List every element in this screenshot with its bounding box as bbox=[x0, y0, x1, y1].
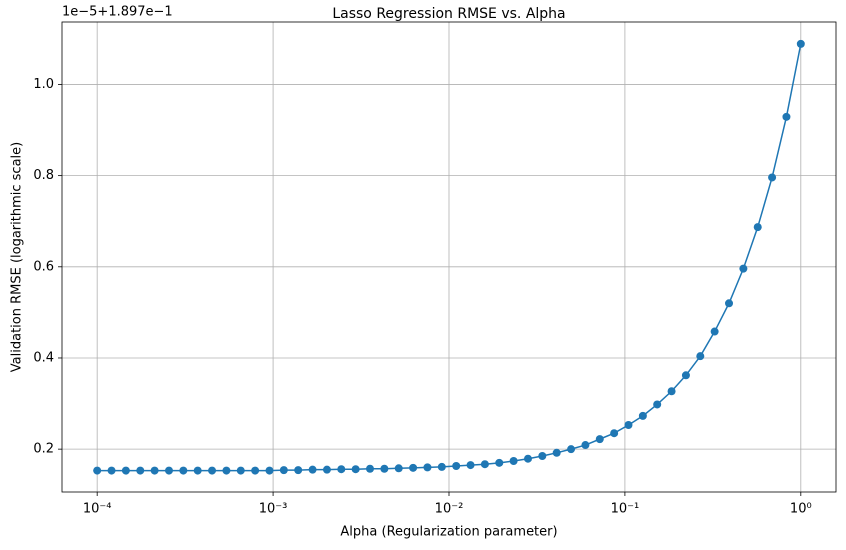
data-point bbox=[739, 264, 748, 273]
data-point bbox=[265, 466, 274, 475]
y-tick-label: 0.4 bbox=[33, 350, 54, 365]
y-tick-label: 1.0 bbox=[33, 77, 54, 92]
data-point bbox=[308, 465, 317, 474]
data-point bbox=[725, 299, 734, 308]
data-point bbox=[696, 352, 705, 361]
data-point bbox=[279, 466, 288, 475]
data-point bbox=[581, 441, 590, 450]
data-point bbox=[337, 465, 346, 474]
data-point bbox=[236, 466, 245, 475]
plot-layer: 10⁻⁴ 10⁻³ 10⁻² 10⁻¹ 10⁰ 0.2 0.4 0.6 0.8 1.0 bbox=[33, 22, 836, 517]
data-point bbox=[710, 327, 719, 336]
data-point bbox=[322, 465, 331, 474]
data-point bbox=[164, 466, 173, 475]
data-point bbox=[193, 466, 202, 475]
data-point bbox=[208, 466, 217, 475]
y-tick-label: 0.8 bbox=[33, 168, 54, 183]
data-point bbox=[753, 223, 762, 232]
data-point bbox=[409, 463, 418, 472]
data-point bbox=[509, 457, 518, 466]
x-tick-label: 10⁻¹ bbox=[611, 502, 640, 517]
data-point bbox=[567, 445, 576, 454]
data-point bbox=[179, 466, 188, 475]
data-point bbox=[121, 466, 130, 475]
data-point bbox=[136, 466, 145, 475]
data-point bbox=[523, 454, 532, 463]
data-point bbox=[150, 466, 159, 475]
x-tick-label: 10⁻² bbox=[435, 502, 464, 517]
data-point bbox=[624, 420, 633, 429]
data-point bbox=[294, 466, 303, 475]
data-point bbox=[495, 458, 504, 467]
y-tick-label: 0.6 bbox=[33, 259, 54, 274]
data-point bbox=[351, 465, 360, 474]
data-point bbox=[782, 112, 791, 121]
data-point bbox=[251, 466, 260, 475]
data-point bbox=[796, 39, 805, 48]
chart-title: Lasso Regression RMSE vs. Alpha bbox=[332, 6, 565, 22]
data-point bbox=[610, 429, 619, 438]
x-tick-label: 10⁻⁴ bbox=[83, 502, 112, 517]
data-point bbox=[423, 463, 432, 472]
data-point bbox=[552, 448, 561, 457]
data-point bbox=[768, 173, 777, 182]
data-point bbox=[480, 460, 489, 469]
data-point bbox=[638, 411, 647, 420]
data-point bbox=[380, 464, 389, 473]
data-point bbox=[538, 451, 547, 460]
data-point bbox=[366, 464, 375, 473]
data-point bbox=[222, 466, 231, 475]
data-point bbox=[107, 466, 116, 475]
x-tick-label: 10⁰ bbox=[790, 502, 812, 517]
data-point bbox=[466, 461, 475, 470]
data-point bbox=[653, 400, 662, 409]
data-point bbox=[667, 387, 676, 396]
y-tick-label: 0.2 bbox=[33, 442, 54, 457]
plot-frame bbox=[61, 21, 837, 493]
data-point bbox=[452, 462, 461, 471]
data-point bbox=[595, 435, 604, 444]
data-point bbox=[394, 464, 403, 473]
x-axis-label: Alpha (Regularization parameter) bbox=[340, 525, 557, 540]
data-point bbox=[93, 466, 102, 475]
y-axis-label: Validation RMSE (logarithmic scale) bbox=[10, 142, 25, 372]
data-point bbox=[437, 462, 446, 471]
y-offset-label: 1e−5+1.897e−1 bbox=[62, 5, 173, 20]
data-point bbox=[681, 371, 690, 380]
x-tick-label: 10⁻³ bbox=[259, 502, 288, 517]
